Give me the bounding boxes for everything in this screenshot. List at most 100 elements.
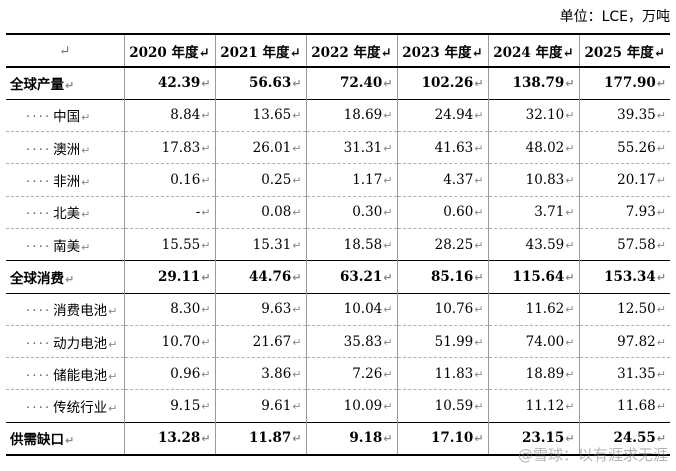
paragraph-mark: ↵ (65, 434, 75, 448)
value-cell: 21.67↵ (214, 325, 306, 358)
paragraph-mark: ↵ (292, 335, 302, 349)
paragraph-mark: ↵ (383, 400, 393, 414)
paragraph-mark: ↵ (565, 400, 575, 414)
paragraph-mark: ↵ (108, 402, 118, 416)
paragraph-mark: ↵ (565, 109, 575, 123)
paragraph-mark: ↵ (65, 272, 75, 286)
value-text: 18.58 (343, 236, 383, 253)
value-text: 11.87 (249, 430, 292, 447)
value-cell: 44.76↵ (214, 260, 306, 294)
value-text: 31.35 (617, 365, 656, 382)
table-row: 供需缺口↵ 13.28↵ 11.87↵ 9.18↵ 17.10↵ 23.15↵ 24.55↵ (6, 422, 670, 455)
indent-dots: ···· (26, 141, 52, 158)
value-cell: 115.64↵ (487, 260, 579, 294)
value-text: 102.26 (421, 75, 474, 92)
table-row: 全球消费↵ 29.11↵ 44.76↵ 63.21↵ 85.16↵ 115.64↵ 153.… (6, 260, 670, 294)
paragraph-mark: ↵ (565, 432, 575, 446)
value-text: 10.83 (525, 172, 565, 189)
value-cell: 11.68↵ (578, 389, 670, 423)
header-cell: 2021 年度↵ (214, 34, 306, 67)
value-cell: 15.55↵ (123, 228, 215, 261)
value-text: 15.31 (252, 236, 292, 253)
value-cell: 8.30↵ (123, 293, 215, 326)
value-cell: 7.26↵ (305, 357, 397, 390)
value-cell: 1.17↵ (305, 163, 397, 197)
value-cell: 3.71↵ (487, 196, 579, 229)
value-text: 0.60 (443, 204, 474, 221)
table-row: ···· 储能电池↵ 0.96↵ 3.86↵ 7.26↵ 11.83↵ 18.89↵ 31.3… (6, 357, 670, 390)
row-label-text: 储能电池 (53, 367, 108, 384)
value-cell: 0.30↵ (305, 196, 397, 229)
paragraph-mark: ↵ (565, 303, 575, 317)
value-text: 56.63 (249, 75, 292, 92)
row-label-text: 南美 (53, 238, 81, 255)
paragraph-mark: ↵ (201, 141, 211, 155)
value-text: 55.26 (617, 139, 656, 156)
paragraph-mark: ↵ (565, 77, 575, 91)
value-text: 35.83 (343, 333, 383, 350)
value-text: 0.16 (170, 172, 201, 189)
row-label: ···· 澳洲↵ (6, 132, 124, 164)
value-cell: 7.93↵ (578, 196, 670, 229)
row-label-text: 非洲 (53, 174, 81, 191)
paragraph-mark: ↵ (201, 367, 211, 381)
value-text: 72.40 (340, 75, 383, 92)
table-row: ···· 消费电池↵ 8.30↵ 9.63↵ 10.04↵ 10.76↵ 11.62↵ 12.… (6, 293, 670, 326)
paragraph-mark: ↵ (201, 432, 211, 446)
value-text: 138.79 (512, 75, 565, 92)
value-cell: 20.17↵ (578, 163, 670, 197)
row-label-text: 全球消费 (10, 270, 64, 287)
paragraph-mark: ↵ (292, 367, 302, 381)
value-cell: 11.83↵ (396, 357, 488, 390)
paragraph-mark: ↵ (292, 303, 302, 317)
paragraph-mark: ↵ (565, 270, 575, 284)
value-text: 29.11 (158, 268, 201, 285)
value-cell: 0.60↵ (396, 196, 488, 229)
table-row: ···· 非洲↵ 0.16↵ 0.25↵ 1.17↵ 4.37↵ 10.83↵ 20.17↵ (6, 163, 670, 197)
value-cell: 97.82↵ (578, 325, 670, 358)
value-cell: 32.10↵ (487, 99, 579, 132)
paragraph-mark: ↵ (383, 432, 393, 446)
paragraph-mark: ↵ (474, 77, 484, 91)
value-text: 12.50 (617, 301, 656, 318)
row-label-text: 全球产量 (10, 77, 64, 94)
value-text: 9.63 (261, 301, 292, 318)
value-cell: 17.10↵ (396, 422, 488, 455)
value-cell: 31.35↵ (578, 357, 670, 390)
value-text: 13.28 (158, 430, 201, 447)
paragraph-mark: ↵ (292, 400, 302, 414)
supply-demand-table: ↵ 2020 年度↵ 2021 年度↵ 2022 年度↵ 2023 年度↵ 20… (6, 33, 670, 456)
value-text: 18.89 (525, 365, 565, 382)
row-label: ···· 北美↵ (6, 196, 124, 228)
paragraph-mark: ↵ (474, 335, 484, 349)
paragraph-mark: ↵ (292, 77, 302, 91)
header-cell: 2020 年度↵ (123, 34, 215, 67)
paragraph-mark: ↵ (474, 432, 484, 446)
value-cell: 10.59↵ (396, 389, 488, 423)
value-cell: 12.50↵ (578, 293, 670, 326)
value-text: 11.12 (525, 398, 565, 415)
value-text: 97.82 (617, 333, 656, 350)
indent-dots: ···· (26, 400, 52, 417)
paragraph-mark: ↵ (292, 174, 302, 188)
value-cell: 0.25↵ (214, 163, 306, 197)
table-row: ···· 动力电池↵ 10.70↵ 21.67↵ 35.83↵ 51.99↵ 74.00↵ 9… (6, 325, 670, 358)
row-label-text: 北美 (53, 206, 81, 223)
value-text: 44.76 (249, 268, 292, 285)
paragraph-mark: ↵ (474, 206, 484, 220)
value-cell: 10.83↵ (487, 163, 579, 197)
header-cell: 2025 年度↵ (578, 34, 670, 67)
value-cell: 56.63↵ (214, 67, 306, 100)
value-text: 39.35 (617, 107, 656, 124)
value-text: 17.10 (431, 430, 474, 447)
value-cell: 24.94↵ (396, 99, 488, 132)
row-label-text: 传统行业 (53, 400, 108, 417)
row-label: 全球消费↵ (6, 261, 124, 293)
paragraph-mark: ↵ (565, 206, 575, 220)
row-label-text: 澳洲 (53, 141, 81, 158)
watermark: @雪球：以有涯求无涯 (517, 446, 668, 464)
value-text: 8.84 (170, 107, 201, 124)
paragraph-mark: ↵ (383, 367, 393, 381)
paragraph-mark: ↵ (383, 174, 393, 188)
paragraph-mark: ↵ (656, 77, 666, 91)
